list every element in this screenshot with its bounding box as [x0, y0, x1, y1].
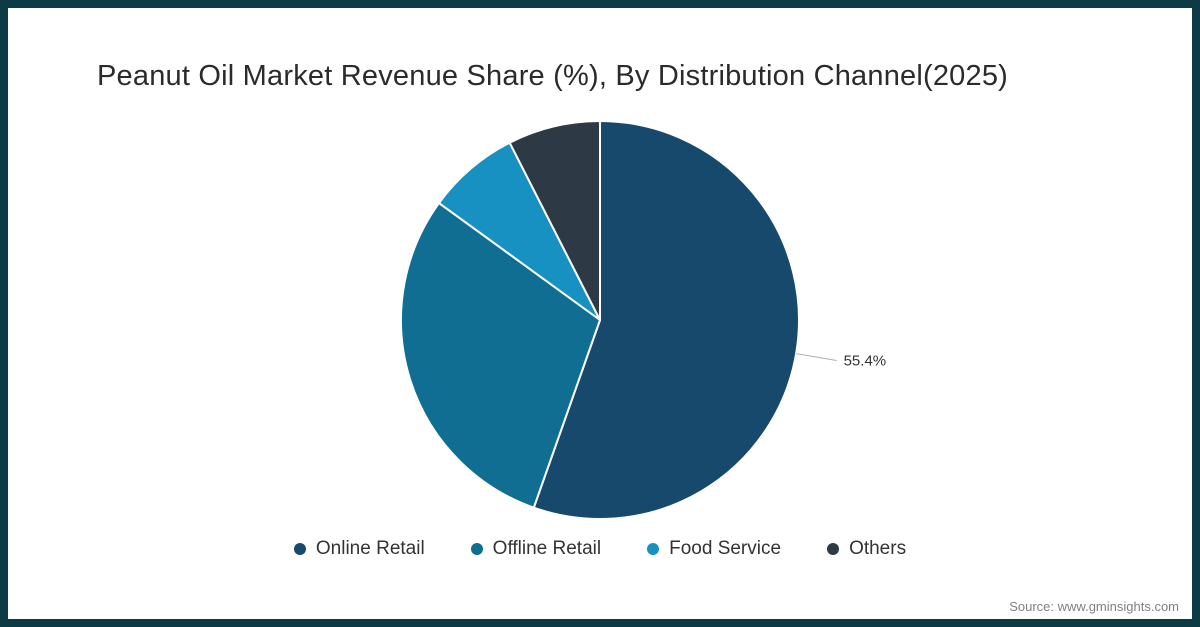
legend-marker-others: [827, 543, 840, 555]
source-text: Source: www.gminsights.com: [1009, 599, 1179, 614]
legend-label: Food Service: [669, 538, 782, 559]
legend-marker-online-retail: [293, 543, 306, 555]
pie-slice-offline-retail[interactable]: [400, 202, 601, 509]
chart-title: Peanut Oil Market Revenue Share (%), By …: [97, 60, 1009, 92]
legend-label: Others: [849, 538, 907, 559]
legend-marker-food-service: [647, 543, 660, 555]
legend-item-food-service[interactable]: Food Service: [647, 538, 781, 560]
legend-item-online-retail[interactable]: Online Retail: [293, 538, 425, 560]
legend-label: Offline Retail: [492, 538, 602, 559]
legend-item-others[interactable]: Others: [827, 538, 906, 560]
pie-slice-others[interactable]: [508, 120, 601, 321]
data-label: 55.4%: [844, 353, 887, 370]
pie-chart: 55.4%: [400, 120, 887, 520]
legend: Online Retail Offline Retail Food Service O…: [8, 538, 1192, 560]
legend-marker-offline-retail: [470, 543, 483, 555]
legend-item-offline-retail[interactable]: Offline Retail: [470, 538, 602, 560]
label-leader-line: [796, 353, 837, 361]
legend-label: Online Retail: [315, 538, 425, 559]
